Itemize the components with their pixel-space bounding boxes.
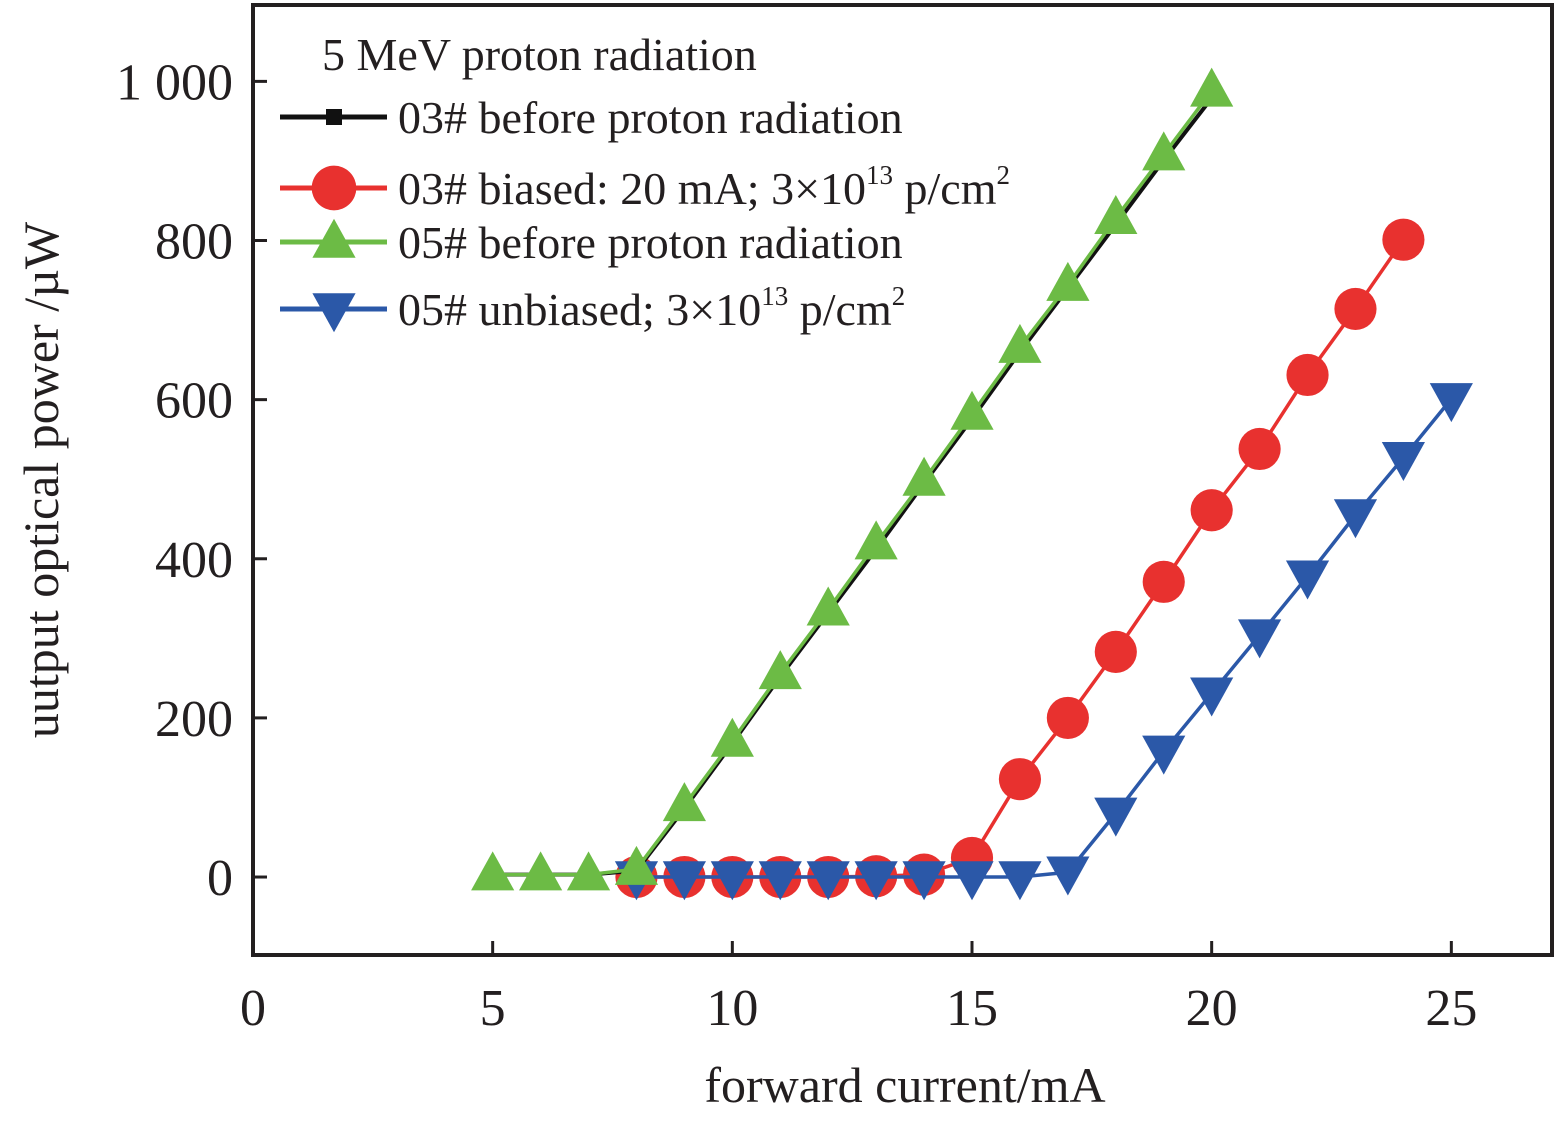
marker-triangle-down — [1333, 499, 1378, 539]
marker-circle — [998, 758, 1042, 801]
legend-item: 03# biased: 20 mA; 3×1013 p/cm2 — [280, 160, 1010, 214]
marker-circle — [1334, 287, 1377, 331]
legend-label: 05# unbiased; 3×1013 p/cm2 — [398, 281, 905, 335]
legend-item: 03# before proton radiation — [280, 92, 903, 143]
marker-triangle-up — [902, 456, 946, 496]
marker-triangle-up — [950, 390, 994, 430]
marker-triangle-up — [566, 851, 611, 891]
legend-item: 05# before proton radiation — [280, 217, 903, 268]
marker-triangle-up — [471, 851, 515, 891]
x-tick-label: 0 — [240, 980, 266, 1037]
marker-triangle-up — [312, 218, 356, 258]
marker-triangle-up — [1190, 67, 1234, 107]
marker-triangle-down — [1190, 677, 1234, 717]
marker-circle — [1142, 560, 1185, 603]
marker-triangle-down — [998, 861, 1042, 901]
marker-triangle-down — [950, 861, 994, 901]
x-tick-label: 20 — [1186, 980, 1238, 1037]
y-tick-label: 800 — [155, 214, 233, 271]
y-tick-label: 400 — [155, 532, 233, 589]
series-3 — [471, 67, 1234, 891]
marker-triangle-down — [1285, 560, 1330, 600]
marker-triangle-down — [1094, 797, 1138, 837]
x-tick-label: 15 — [946, 980, 998, 1037]
x-tick-label: 5 — [480, 980, 506, 1037]
x-axis-title: forward current/mA — [704, 1057, 1105, 1113]
marker-triangle-up — [710, 717, 754, 757]
marker-triangle-up — [614, 845, 659, 885]
marker-triangle-down — [854, 861, 898, 901]
marker-triangle-down — [710, 861, 754, 901]
y-tick-label: 1 000 — [116, 54, 233, 111]
marker-triangle-up — [998, 323, 1042, 363]
marker-triangle-down — [1381, 441, 1426, 481]
marker-triangle-down — [1142, 735, 1186, 775]
marker-triangle-down — [1238, 619, 1282, 659]
x-tick-label: 25 — [1425, 980, 1477, 1037]
marker-circle — [1046, 696, 1089, 739]
y-axis-title: uutput optical power /µW — [13, 221, 69, 738]
marker-triangle-down — [1429, 383, 1473, 423]
series-line — [492, 96, 1214, 877]
marker-triangle-up — [854, 520, 898, 560]
y-tick-label: 0 — [207, 850, 233, 907]
marker-triangle-up — [758, 650, 802, 690]
marker-triangle-down — [312, 293, 356, 333]
plot-border — [251, 3, 1554, 957]
marker-triangle-down — [662, 861, 707, 901]
marker-triangle-down — [758, 861, 802, 901]
legend-label: 03# biased: 20 mA; 3×1013 p/cm2 — [398, 160, 1010, 214]
legend-item: 05# unbiased; 3×1013 p/cm2 — [280, 281, 905, 335]
x-tick-label: 10 — [706, 980, 758, 1037]
marker-triangle-down — [806, 861, 850, 901]
legend-label: 03# before proton radiation — [398, 92, 903, 143]
marker-triangle-up — [1094, 194, 1138, 234]
marker-circle — [311, 165, 357, 211]
series-layer — [471, 67, 1473, 901]
marker-triangle-up — [806, 586, 850, 626]
marker-triangle-up — [1142, 131, 1186, 171]
series-line — [636, 397, 1453, 879]
legend-title: 5 MeV proton radiation — [322, 29, 757, 80]
marker-triangle-up — [1046, 261, 1090, 301]
marker-triangle-down — [1046, 856, 1090, 896]
marker-triangle-up — [519, 851, 563, 891]
x-axis: 0 5 10 15 20 25 — [240, 941, 1477, 1037]
series-4 — [614, 383, 1473, 901]
legend-label: 05# before proton radiation — [398, 217, 903, 268]
marker-triangle-down — [902, 861, 946, 901]
marker-circle — [1238, 427, 1281, 471]
y-tick-label: 200 — [155, 691, 233, 748]
plot-frame — [251, 3, 1554, 957]
series-line — [492, 89, 1214, 877]
marker-circle — [1094, 630, 1137, 673]
y-tick-label: 600 — [155, 373, 233, 430]
marker-circle — [1190, 489, 1233, 532]
marker-square — [326, 109, 342, 125]
marker-circle — [1382, 218, 1425, 261]
marker-triangle-up — [662, 782, 707, 822]
y-axis: 0 200 400 600 800 1 000 — [116, 54, 267, 907]
legend: 5 MeV proton radiation 03# before proton … — [280, 29, 1010, 335]
marker-circle — [1286, 353, 1329, 397]
